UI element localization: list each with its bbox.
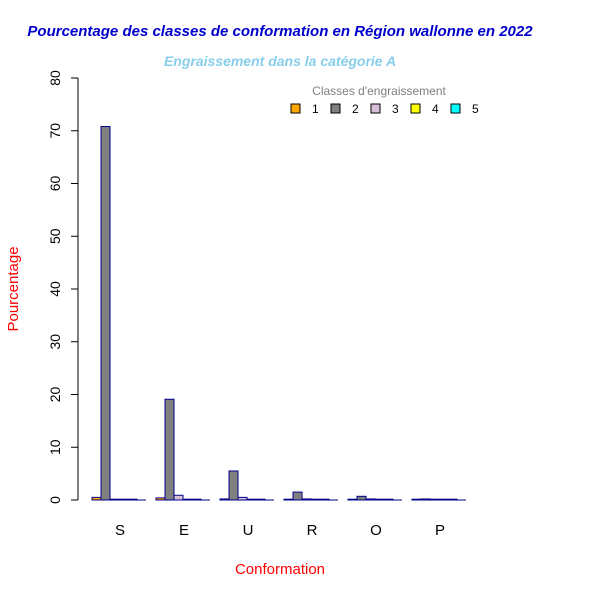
bar-R-series-3 [301,498,312,501]
bar-O-series-4 [374,498,385,501]
bar-series [91,126,466,501]
bar-O-series-5 [383,498,394,501]
bar-E-series-4 [182,498,193,501]
x-tick-label-U: U [243,522,254,539]
legend-label-5: 5 [472,102,479,116]
bar-S-series-4 [118,498,129,501]
bar-P-series-1 [411,498,422,501]
bar-R-series-4 [310,498,321,501]
legend-swatch-2 [330,103,341,114]
chart-subtitle: Engraissement dans la catégorie A [164,53,396,69]
x-tick-label-S: S [115,522,125,539]
bar-U-series-1 [219,498,230,501]
x-tick-label-R: R [307,522,318,539]
bar-P-series-3 [429,498,440,501]
x-tick-label-E: E [179,522,189,539]
y-tick-label: 10 [47,439,63,455]
chart-title: Pourcentage des classes de conformation … [27,23,533,40]
bar-P-series-2 [420,498,431,501]
legend-swatch-5 [450,103,461,114]
bar-R-series-5 [319,498,330,501]
y-tick-label: 50 [47,228,63,244]
legend-swatch-1 [290,103,301,114]
y-tick-label: 40 [47,281,63,297]
bar-S-series-5 [127,498,138,501]
bar-U-series-3 [237,496,248,501]
legend: 1 2 3 4 5 [290,102,479,116]
bar-U-series-2 [228,470,239,501]
bar-R-series-2 [292,491,303,501]
legend-swatch-4 [410,103,421,114]
bar-S-series-2 [100,126,111,501]
y-tick-label: 20 [47,387,63,403]
x-tick-label-O: O [370,522,382,539]
bar-U-series-4 [246,498,257,501]
legend-label-4: 4 [432,102,439,116]
y-tick-label: 60 [47,176,63,192]
bar-S-series-1 [91,496,102,501]
legend-title: Classes d'engraissement [312,84,446,98]
bar-R-series-1 [283,498,294,501]
x-axis-label: Conformation [235,561,325,578]
bar-O-series-1 [347,498,358,501]
bar-S-series-3 [109,498,120,501]
bar-O-series-3 [365,498,376,501]
y-tick-label: 80 [47,70,63,86]
y-tick-label: 30 [47,334,63,350]
bar-U-series-5 [255,498,266,501]
bar-E-series-3 [173,494,184,501]
bar-E-series-1 [155,497,166,501]
y-tick-label: 70 [47,123,63,139]
y-tick-label: 0 [47,496,63,504]
x-tick-label-P: P [435,522,445,539]
legend-label-3: 3 [392,102,399,116]
bar-E-series-5 [191,498,202,501]
bar-P-series-4 [438,498,449,501]
legend-swatch-3 [370,103,381,114]
bar-P-series-5 [447,498,458,501]
legend-label-2: 2 [352,102,359,116]
legend-label-1: 1 [312,102,319,116]
bar-O-series-2 [356,495,367,501]
y-axis-ticks: 0 10 20 30 40 50 60 70 80 [47,70,78,504]
y-axis-label: Pourcentage [5,246,22,331]
bar-E-series-2 [164,398,175,501]
